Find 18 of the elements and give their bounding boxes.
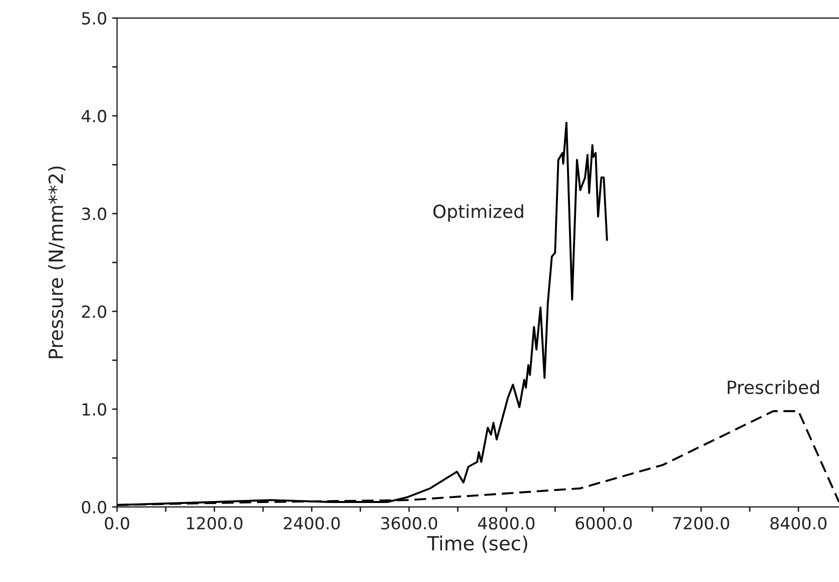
y-tick-label: 5.0 [82, 12, 106, 25]
x-tick-label: 6000.0 [576, 516, 632, 530]
x-tick-label: 0.0 [104, 516, 130, 530]
y-tick-label: 2.0 [82, 305, 106, 318]
y-tick-label: 1.0 [82, 403, 106, 416]
y-axis-title: Pressure (N/mm**2) [48, 166, 66, 358]
y-tick-label: 0.0 [82, 500, 106, 514]
series-label: Optimized [433, 204, 524, 222]
x-tick-label: 8400.0 [770, 516, 826, 530]
x-tick-label: 3600.0 [381, 516, 438, 530]
x-tick-label: 4800.0 [478, 516, 534, 530]
x-tick-label: 7200.0 [673, 516, 730, 530]
y-tick-label: 4.0 [82, 110, 106, 122]
series-label: Prescribed [728, 380, 819, 394]
x-tick-label: 2400.0 [284, 516, 340, 530]
x-tick-label: 1200.0 [187, 516, 242, 530]
x-axis-title: Time (sec) [427, 536, 528, 553]
y-tick-label: 3.0 [82, 208, 106, 220]
